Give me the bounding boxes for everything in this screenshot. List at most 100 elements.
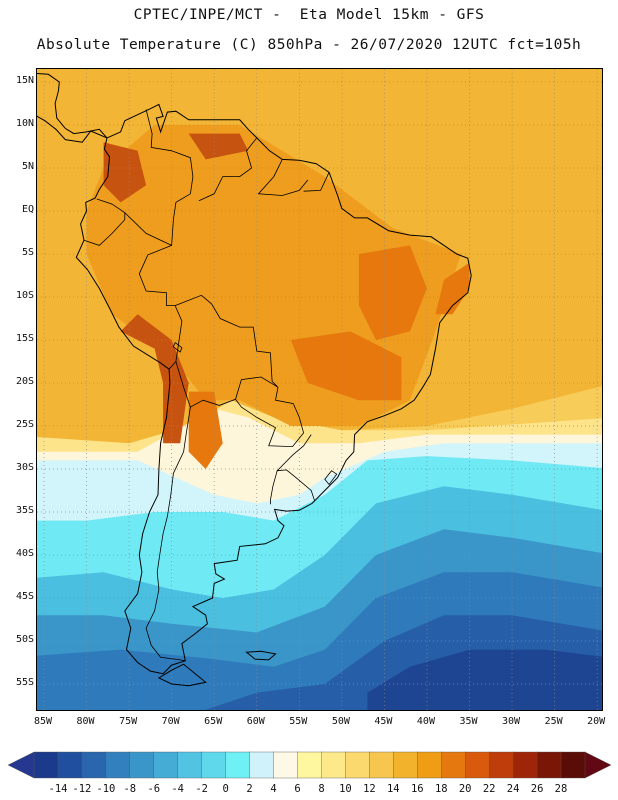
colorbar-cell <box>249 751 275 779</box>
colorbar-tick-label: -4 <box>171 783 185 795</box>
colorbar-tick-label: -12 <box>72 783 92 795</box>
colorbar-cell <box>105 751 131 779</box>
longitude-label: 40W <box>416 716 435 727</box>
colorbar-cell <box>273 751 299 779</box>
colorbar-cell <box>201 751 227 779</box>
colorbar-tick-label: 24 <box>506 783 520 795</box>
colorbar-cell <box>177 751 203 779</box>
colorbar-cell <box>536 751 562 779</box>
latitude-label: 10S <box>15 290 34 301</box>
latitude-label: 25S <box>15 419 34 430</box>
colorbar-cell <box>441 751 466 779</box>
longitude-label: 25W <box>544 716 563 727</box>
colorbar-tick-label: 6 <box>294 783 301 795</box>
colorbar-cell <box>417 751 442 779</box>
colorbar-tick-label: -2 <box>195 783 209 795</box>
colorbar-tick-label: 26 <box>530 783 544 795</box>
central-america-caribbean-coast <box>37 73 108 139</box>
national-border <box>96 109 194 247</box>
longitude-label: 55W <box>289 716 308 727</box>
colorbar-tick-label: -14 <box>48 783 68 795</box>
longitude-label: 30W <box>502 716 521 727</box>
colorbar-tick-label: -8 <box>123 783 137 795</box>
longitude-label: 70W <box>161 716 180 727</box>
national-border <box>303 172 330 192</box>
colorbar-cells <box>7 751 612 779</box>
longitude-label: 35W <box>459 716 478 727</box>
colorbar-tick-label: 20 <box>458 783 472 795</box>
colorbar-cell <box>129 751 155 779</box>
colorbar-cell <box>225 751 251 779</box>
lat-lon-gridlines <box>37 69 602 710</box>
colorbar-cell <box>345 751 371 779</box>
very-hot-andes <box>120 314 189 444</box>
colorbar-cell <box>81 751 107 779</box>
colorbar-tick-label: 2 <box>246 783 253 795</box>
national-border <box>198 137 258 202</box>
longitude-label: 80W <box>76 716 95 727</box>
colorbar-cell <box>57 751 83 779</box>
lake-titicaca <box>172 341 183 353</box>
temperature-map[interactable] <box>36 68 603 711</box>
lagoa-dos-patos <box>324 470 338 486</box>
very-hot-colombia <box>103 142 147 203</box>
national-border <box>235 387 305 448</box>
darkest-blue-band <box>367 649 602 710</box>
colorbar-high-arrow <box>584 751 612 779</box>
temperature-fields <box>37 69 602 710</box>
latitude-label: 30S <box>15 462 34 473</box>
latitude-label: 35S <box>15 505 34 516</box>
hot-zone-north-brazil <box>358 245 427 340</box>
tierra-del-fuego <box>157 663 207 687</box>
national-border <box>83 212 126 246</box>
latitude-label: EQ <box>21 204 34 215</box>
colorbar-low-arrow <box>7 751 35 779</box>
colorbar-cell <box>153 751 179 779</box>
colorbar-cell <box>33 751 59 779</box>
latitude-label: 55S <box>15 677 34 688</box>
longitude-label: 60W <box>246 716 265 727</box>
national-border <box>257 159 309 196</box>
south-america-coastline <box>75 103 472 675</box>
falkland-islands <box>245 650 277 661</box>
latitude-label: 15N <box>15 75 34 86</box>
coastline-and-borders <box>37 73 472 687</box>
colorbar-tick-label: 16 <box>410 783 424 795</box>
colorbar-tick-label: 12 <box>363 783 376 795</box>
colorbar-cell <box>512 751 538 779</box>
colorbar-tick-label: 14 <box>386 783 400 795</box>
latitude-label: 10N <box>15 118 34 129</box>
colorbar-tick-label: 10 <box>339 783 352 795</box>
latitude-label: 20S <box>15 376 34 387</box>
colorbar-tick-label: 4 <box>270 783 277 795</box>
latitude-label: 15S <box>15 333 34 344</box>
national-border <box>145 407 191 662</box>
colorbar-cell <box>393 751 419 779</box>
map-canvas <box>37 69 602 710</box>
longitude-label: 75W <box>119 716 138 727</box>
colorbar-tick-label: 0 <box>222 783 229 795</box>
national-border <box>269 470 278 505</box>
colorbar-tick-label: 18 <box>434 783 448 795</box>
temperature-colorbar <box>7 751 612 779</box>
latitude-label: 40S <box>15 548 34 559</box>
longitude-label: 65W <box>204 716 223 727</box>
central-america-pacific-coast <box>37 115 108 143</box>
colorbar-tick-label: 8 <box>318 783 325 795</box>
longitude-label: 50W <box>331 716 350 727</box>
latitude-label: 45S <box>15 591 34 602</box>
colorbar-cell <box>560 751 586 779</box>
national-border <box>276 434 315 501</box>
very-hot-venezuela <box>188 133 249 160</box>
hot-zone-northeast <box>435 262 470 315</box>
colorbar-tick-label: 22 <box>482 783 496 795</box>
colorbar-tick-label: -6 <box>147 783 161 795</box>
latitude-label: 5N <box>21 161 34 172</box>
map-subtitle: Absolute Temperature (C) 850hPa - 26/07/… <box>36 37 582 53</box>
latitude-label: 5S <box>21 247 34 258</box>
colorbar-cell <box>488 751 514 779</box>
longitude-label: 20W <box>587 716 606 727</box>
colorbar-cell <box>369 751 395 779</box>
colorbar-cell <box>297 751 323 779</box>
latitude-label: 50S <box>15 634 34 645</box>
